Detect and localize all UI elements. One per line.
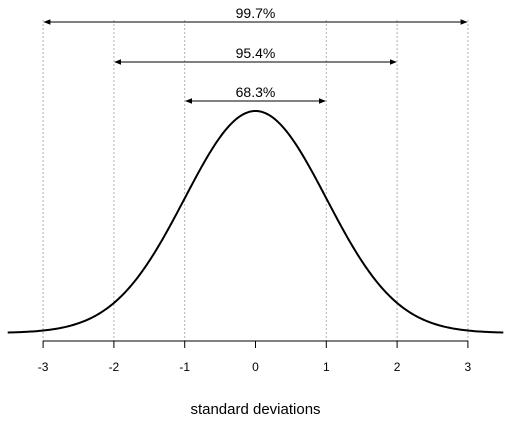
x-tick-label: 2 bbox=[394, 360, 401, 374]
x-axis-ticks: -3 -2 -1 0 1 2 3 bbox=[38, 341, 472, 374]
x-tick-label: 1 bbox=[323, 360, 330, 374]
x-tick-label: -3 bbox=[38, 360, 49, 374]
range-label: 95.4% bbox=[236, 45, 276, 61]
guide-lines bbox=[42, 20, 469, 341]
x-tick-label: 3 bbox=[465, 360, 472, 374]
x-tick-label: -2 bbox=[109, 360, 120, 374]
x-axis-title: standard deviations bbox=[190, 401, 320, 418]
range-label: 99.7% bbox=[236, 5, 276, 21]
range-annotations: 99.7% 95.4% 68.3% bbox=[43, 5, 468, 104]
range-label: 68.3% bbox=[236, 84, 276, 100]
x-tick-label: -1 bbox=[179, 360, 190, 374]
x-tick-label: 0 bbox=[252, 360, 259, 374]
density-curve bbox=[7, 109, 504, 334]
